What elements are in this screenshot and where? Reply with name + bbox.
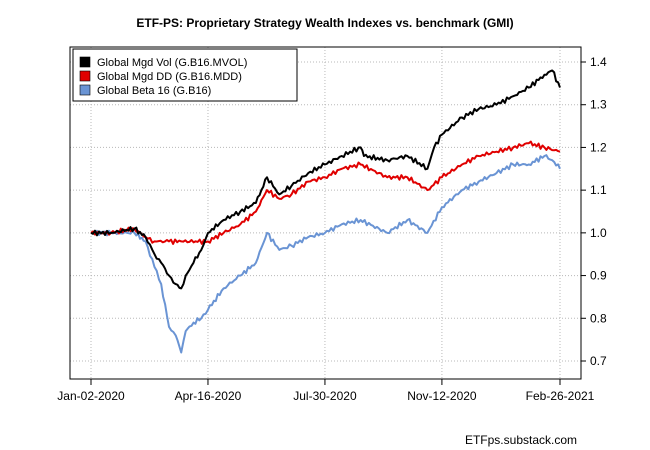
y-tick-label: 1.4 [590,55,607,69]
series-line-1 [90,140,561,245]
legend-label: Global Mgd DD (G.B16.MDD) [97,71,242,83]
x-tick-label: Jul-30-2020 [293,389,357,403]
legend-label: Global Beta 16 (G.B16) [97,85,211,97]
chart-title: ETF-PS: Proprietary Strategy Wealth Inde… [136,16,513,30]
grid [70,47,581,379]
y-tick-label: 1.0 [590,226,607,240]
y-tick-label: 0.8 [590,311,607,325]
y-tick-label: 0.7 [590,354,607,368]
series-line-2 [91,154,561,354]
legend-swatch [79,84,91,96]
y-tick-label: 1.1 [590,183,607,197]
legend-swatch [79,70,91,82]
y-tick-label: 1.2 [590,140,607,154]
x-tick-label: Feb-26-2021 [526,389,595,403]
legend: Global Mgd Vol (G.B16.MVOL) Global Mgd DD… [72,48,298,102]
series-line-0 [90,69,561,290]
legend-swatch [79,56,91,68]
y-tick-label: 0.9 [590,269,607,283]
series-group [90,69,561,354]
x-tick-label: Apr-16-2020 [175,389,242,403]
legend-label: Global Mgd Vol (G.B16.MVOL) [97,57,247,69]
x-axis: Jan-02-2020 Apr-16-2020 Jul-30-2020 Nov-12-… [57,379,595,403]
x-tick-label: Jan-02-2020 [57,389,125,403]
y-axis: 1.4 1.3 1.2 1.1 1.0 0.9 0.8 0.7 [580,55,607,368]
credit-text: ETFps.substack.com [465,433,577,447]
legend-box [72,48,298,102]
y-tick-label: 1.3 [590,98,607,112]
x-tick-label: Nov-12-2020 [407,389,477,403]
